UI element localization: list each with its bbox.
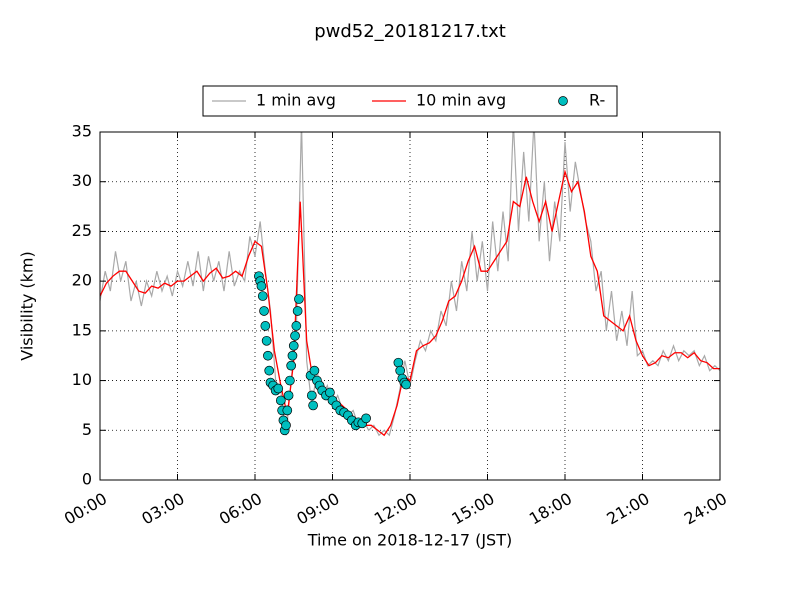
legend: [202, 85, 618, 117]
y-tick-label: 30: [72, 171, 92, 190]
x-tick-label: 03:00: [138, 489, 187, 529]
y-tick-label: 25: [72, 221, 92, 240]
scatter-point: [259, 306, 269, 316]
scatter-point: [285, 375, 295, 386]
scatter-point: [287, 350, 298, 361]
scatter-point: [264, 365, 275, 376]
y-tick-label: 10: [72, 370, 92, 389]
scatter-point: [292, 306, 303, 316]
scatter-point: [393, 357, 404, 368]
x-tick-label: 06:00: [216, 489, 265, 529]
series-line: [100, 169, 720, 437]
x-tick-label: 00:00: [61, 489, 110, 529]
scatter-point: [401, 379, 411, 390]
scatter-point: [308, 400, 318, 411]
scatter-point: [282, 405, 293, 416]
x-tick-label: 21:00: [603, 489, 652, 529]
y-tick-label: 20: [72, 271, 92, 290]
y-axis-label: Visibility (km): [18, 251, 37, 360]
scatter-point: [261, 335, 272, 346]
y-tick-label: 5: [82, 420, 92, 439]
legend-marker: [558, 96, 568, 106]
scatter-point: [291, 321, 302, 331]
x-tick-label: 18:00: [526, 489, 575, 529]
scatter-point: [286, 360, 297, 371]
scatter-point: [283, 390, 294, 401]
scatter-point: [395, 365, 406, 376]
scatter-point: [290, 330, 300, 341]
scatter-point: [306, 390, 317, 401]
scatter-point: [257, 291, 268, 301]
scatter-point: [281, 420, 291, 431]
y-tick-label: 0: [82, 470, 92, 489]
scatter-point: [361, 413, 371, 424]
x-tick-label: 15:00: [448, 489, 497, 529]
x-tick-label: 12:00: [371, 489, 420, 529]
scatter-point: [256, 281, 267, 291]
chart-title: pwd52_20181217.txt: [314, 21, 506, 42]
scatter-point: [273, 383, 284, 394]
scatter-point: [263, 350, 273, 361]
scatter-point: [294, 294, 304, 304]
legend-label: 1 min avg: [256, 91, 336, 110]
x-tick-label: 09:00: [293, 489, 342, 529]
x-tick-label: 24:00: [681, 489, 730, 529]
scatter-point: [288, 340, 299, 351]
y-tick-label: 15: [72, 320, 92, 339]
scatter-point: [260, 321, 271, 331]
legend-label: R-: [589, 91, 605, 110]
y-tick-label: 35: [72, 122, 92, 141]
plot-area: [100, 132, 720, 480]
scatter-point: [275, 395, 286, 406]
scatter-point: [309, 365, 320, 376]
legend-label: 10 min avg: [416, 91, 506, 110]
x-axis-label: Time on 2018-12-17 (JST): [307, 531, 512, 550]
